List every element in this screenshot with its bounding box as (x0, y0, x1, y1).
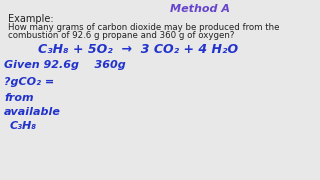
Text: combustion of 92.6 g propane and 360 g of oxygen?: combustion of 92.6 g propane and 360 g o… (8, 31, 234, 40)
Text: How many grams of carbon dioxide may be produced from the: How many grams of carbon dioxide may be … (8, 23, 279, 32)
Text: Example:: Example: (8, 14, 54, 24)
Text: available: available (4, 107, 61, 117)
Text: C₃H₈ + 5O₂  →  3 CO₂ + 4 H₂O: C₃H₈ + 5O₂ → 3 CO₂ + 4 H₂O (38, 43, 238, 56)
Text: from: from (4, 93, 34, 103)
Text: ?gCO₂ =: ?gCO₂ = (4, 77, 54, 87)
Text: Given 92.6g    360g: Given 92.6g 360g (4, 60, 126, 70)
Text: C₃H₈: C₃H₈ (10, 121, 37, 131)
Text: Method A: Method A (170, 4, 230, 14)
